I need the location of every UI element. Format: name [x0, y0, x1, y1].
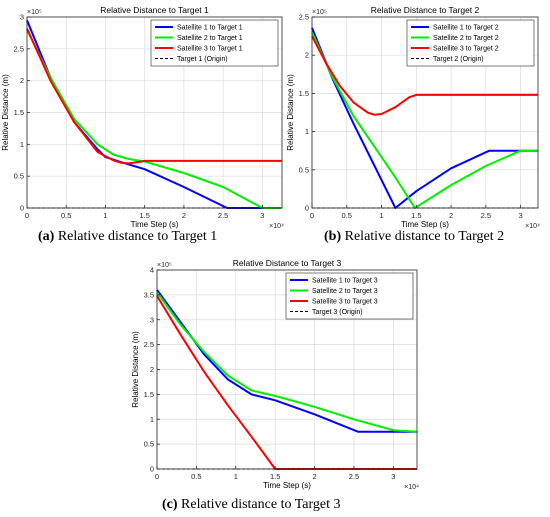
chart2-axes-box: [311, 16, 539, 209]
chart3-xtick-label-4: 2: [312, 472, 316, 481]
chart1-xtick-label-3: 1.5: [139, 211, 149, 220]
chart1-xtick-label-4: 2: [182, 211, 186, 220]
chart2-ytick-label-4: 2: [305, 51, 309, 60]
chart3-xtick-label-3: 1.5: [270, 472, 280, 481]
chart1-legend-label-0: Satellite 1 to Target 1: [177, 25, 243, 32]
chart3-y-exponent: ×10⁵: [157, 262, 172, 269]
chart3-ytick-label-1: 0.5: [144, 440, 154, 449]
chart2-legend-label-1: Satellite 2 to Target 2: [433, 35, 499, 42]
chart1-legend-label-1: Satellite 2 to Target 1: [177, 35, 243, 42]
chart2-series-line-2: [311, 35, 538, 116]
chart2-legend-label-2: Satellite 3 to Target 2: [433, 46, 499, 53]
chart3-series-line-1: [156, 291, 418, 433]
chart3-ytick-label-2: 1: [150, 415, 154, 424]
chart2-xtick-label-4: 2: [449, 211, 453, 220]
chart3-legend-label-3: Target 3 (Origin): [312, 309, 363, 316]
caption-b-text: Relative distance to Target 2: [341, 229, 505, 244]
chart1-xtick-label-1: 0.5: [61, 211, 71, 220]
chart3-ytick-label-6: 3: [150, 315, 154, 324]
chart2-y-exponent: ×10⁵: [312, 9, 327, 16]
chart3-x-exponent: ×10⁴: [404, 484, 419, 491]
chart2-x-exponent: ×10⁴: [525, 223, 540, 230]
chart3-ytick-label-7: 3.5: [144, 290, 154, 299]
chart2-ytick-label-5: 2.5: [299, 13, 309, 22]
chart1-ticks: 0 0.5 1 1.5 2 2.5 3 0 0.5 1 1.5 2 2.5 3: [14, 13, 265, 221]
chart1-title: Relative Distance to Target 1: [100, 5, 209, 15]
chart1-ytick-label-6: 3: [20, 13, 24, 22]
caption-c-tag: (c): [162, 497, 178, 512]
chart2-title: Relative Distance to Target 2: [371, 5, 480, 15]
chart1-ytick-label-4: 2: [20, 76, 24, 85]
chart2-xtick-label-1: 0.5: [342, 211, 352, 220]
chart3-xtick-label-5: 2.5: [349, 472, 359, 481]
chart2-ytick-label-0: 0: [305, 204, 309, 213]
chart2-xtick-label-2: 1: [379, 211, 383, 220]
chart3-xtick-label-0: 0: [155, 472, 159, 481]
chart2-xlabel: Time Step (s): [401, 220, 449, 229]
chart2-ytick-label-2: 1: [305, 127, 309, 136]
caption-a-tag: (a): [38, 229, 55, 244]
chart1-x-exponent: ×10⁴: [269, 223, 284, 230]
chart3-ytick-label-0: 0: [150, 465, 154, 474]
chart1-xtick-label-5: 2.5: [218, 211, 228, 220]
chart1-series-line-1: [26, 29, 282, 209]
chart2-legend: Satellite 1 to Target 2 Satellite 2 to Ta…: [406, 19, 535, 67]
caption-a: (a) Relative distance to Target 1: [38, 229, 217, 245]
caption-b: (b) Relative distance to Target 2: [324, 229, 504, 245]
chart1-ylabel: Relative Distance (m): [1, 74, 10, 151]
chart3-legend-label-0: Satellite 1 to Target 3: [312, 278, 378, 285]
chart3-ylabel: Relative Distance (m): [131, 331, 140, 408]
chart1-legend: Satellite 1 to Target 1 Satellite 2 to Ta…: [150, 19, 279, 67]
chart2-ticks: 0 0.5 1 1.5 2 2.5 3 0 0.5 1 1.5 2 2.5: [299, 13, 523, 221]
chart2-xtick-label-0: 0: [310, 211, 314, 220]
chart3-xlabel: Time Step (s): [263, 481, 311, 490]
chart3-ytick-label-3: 1.5: [144, 390, 154, 399]
chart3-ticks: 0 0.5 1 1.5 2 2.5 3 0 0.5 1 1.5 2 2.5 3 3.5 4: [144, 266, 396, 482]
chart1-xlabel: Time Step (s): [131, 220, 179, 229]
chart1-y-exponent: ×10⁵: [27, 9, 42, 16]
chart3-xtick-label-1: 0.5: [191, 472, 201, 481]
chart2-xtick-label-6: 3: [519, 211, 523, 220]
chart3-ytick-label-5: 2.5: [144, 340, 154, 349]
chart1-ytick-label-0: 0: [20, 204, 24, 213]
chart3-legend-label-1: Satellite 2 to Target 3: [312, 288, 378, 295]
caption-a-text: Relative distance to Target 1: [54, 229, 218, 244]
chart3-xtick-label-6: 3: [391, 472, 395, 481]
chart2-xtick-label-5: 2.5: [481, 211, 491, 220]
chart3-ytick-label-8: 4: [150, 266, 154, 275]
chart1-legend-label-3: Target 1 (Origin): [177, 56, 228, 63]
chart3-title: Relative Distance to Target 3: [233, 258, 342, 268]
chart1-xtick-label-6: 3: [260, 211, 264, 220]
chart2-ytick-label-1: 0.5: [299, 165, 309, 174]
chart2-legend-label-3: Target 2 (Origin): [433, 56, 484, 63]
caption-b-tag: (b): [324, 229, 342, 244]
chart2-legend-label-0: Satellite 1 to Target 2: [433, 25, 499, 32]
chart3-legend: Satellite 1 to Target 3 Satellite 2 to Ta…: [285, 272, 414, 320]
chart1-ytick-label-2: 1: [20, 140, 24, 149]
chart1-series-line-2: [26, 28, 282, 165]
caption-c: (c) Relative distance to Target 3: [162, 497, 341, 513]
chart1-ytick-label-1: 0.5: [14, 172, 24, 181]
chart2-ytick-label-3: 1.5: [299, 89, 309, 98]
chart1-ytick-label-3: 1.5: [14, 108, 24, 117]
chart2-ylabel: Relative Distance (m): [286, 74, 295, 151]
caption-c-text: Relative distance to Target 3: [177, 497, 341, 512]
chart3-xtick-label-2: 1: [234, 472, 238, 481]
chart1-xtick-label-0: 0: [25, 211, 29, 220]
chart2-series-line-1: [311, 31, 538, 209]
chart1-ytick-label-5: 2.5: [14, 44, 24, 53]
chart1-xtick-label-2: 1: [103, 211, 107, 220]
chart3-ytick-label-4: 2: [150, 365, 154, 374]
chart3-legend-label-2: Satellite 3 to Target 3: [312, 299, 378, 306]
chart2-xtick-label-3: 1.5: [411, 211, 421, 220]
chart1-legend-label-2: Satellite 3 to Target 1: [177, 46, 243, 53]
